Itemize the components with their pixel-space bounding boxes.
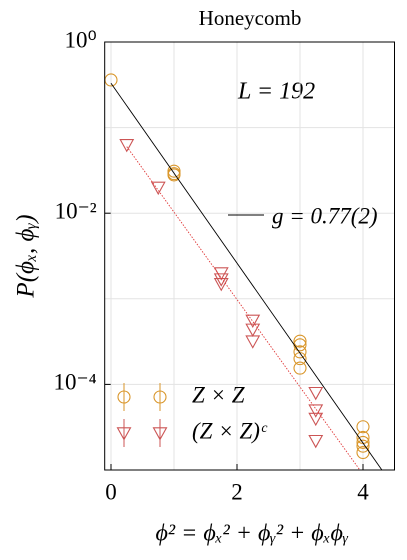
data-point bbox=[150, 181, 166, 196]
data-point bbox=[245, 335, 261, 349]
y-tick-label: 10⁻² bbox=[55, 198, 97, 223]
data-point bbox=[213, 277, 229, 292]
y-tick-label: 10⁰ bbox=[64, 27, 96, 52]
y-axis-label: P(ϕₓ, ϕᵧ) bbox=[13, 214, 40, 298]
x-tick-label: 2 bbox=[231, 479, 243, 504]
legend-label: Z × Z bbox=[192, 382, 245, 407]
y-tick-label: 10⁻⁴ bbox=[54, 370, 97, 395]
data-point bbox=[308, 412, 324, 427]
data-point bbox=[308, 434, 324, 449]
legend-marker bbox=[116, 427, 132, 441]
axes-frame bbox=[104, 41, 395, 471]
data-point bbox=[293, 361, 307, 375]
legend-marker bbox=[152, 427, 168, 441]
x-tick-label: 0 bbox=[105, 479, 117, 504]
legend-marker bbox=[153, 390, 167, 404]
x-tick-label: 4 bbox=[357, 479, 369, 504]
chart-title: Honeycomb bbox=[199, 6, 302, 30]
data-point bbox=[356, 420, 370, 434]
data-point bbox=[167, 168, 181, 182]
data-point bbox=[356, 445, 370, 460]
fit-line bbox=[110, 82, 383, 470]
annotation: L = 192 bbox=[237, 79, 315, 105]
data-point bbox=[356, 435, 370, 449]
x-axis-label: ϕ² = ϕₓ² + ϕᵧ² + ϕₓϕᵧ bbox=[156, 521, 349, 547]
data-point bbox=[119, 139, 135, 153]
legend-label: (Z × Z)ᶜ bbox=[192, 418, 268, 443]
legend-marker bbox=[117, 390, 131, 404]
data-point bbox=[245, 314, 261, 328]
fit-line-dotted bbox=[126, 146, 361, 470]
plot-area bbox=[104, 73, 383, 470]
data-point bbox=[308, 386, 324, 401]
data-point bbox=[213, 273, 229, 287]
data-point bbox=[356, 439, 370, 453]
legend-label: g = 0.77(2) bbox=[272, 203, 378, 228]
data-point bbox=[293, 334, 307, 348]
data-point bbox=[245, 323, 261, 337]
data-point bbox=[293, 345, 307, 359]
data-point bbox=[308, 404, 324, 418]
